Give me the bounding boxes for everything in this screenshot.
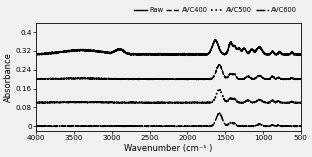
Raw <box>34 53 38 55</box>
AVC600 <box>86 126 90 128</box>
AVC600 <box>192 125 195 127</box>
Line: AVC400: AVC400 <box>36 65 301 80</box>
AVC600 <box>34 125 38 127</box>
X-axis label: Wavenumber (cm⁻¹ ): Wavenumber (cm⁻¹ ) <box>124 144 213 153</box>
AVC400 <box>217 64 221 66</box>
AVC500 <box>299 102 303 104</box>
AVC500 <box>34 101 38 103</box>
AVC400 <box>279 78 282 80</box>
AVC600 <box>90 125 93 127</box>
AVC600 <box>279 125 282 127</box>
Raw <box>279 52 282 54</box>
AVC600 <box>130 125 134 127</box>
AVC500 <box>192 102 195 104</box>
Legend: Raw, AVC400, AVC500, AVC600: Raw, AVC400, AVC500, AVC600 <box>133 6 298 14</box>
AVC400 <box>159 78 163 80</box>
AVC600 <box>202 125 206 127</box>
Y-axis label: Absorbance: Absorbance <box>4 52 13 102</box>
AVC500 <box>130 101 134 103</box>
AVC500 <box>125 102 129 104</box>
AVC400 <box>90 78 93 80</box>
AVC600 <box>299 125 303 127</box>
Raw <box>213 39 217 41</box>
Raw <box>90 50 93 51</box>
AVC600 <box>217 112 221 114</box>
AVC400 <box>196 79 200 81</box>
Raw <box>159 53 163 55</box>
AVC400 <box>202 78 206 80</box>
Line: Raw: Raw <box>36 40 301 55</box>
Line: AVC600: AVC600 <box>36 113 301 127</box>
Line: AVC500: AVC500 <box>36 89 301 103</box>
Raw <box>299 54 303 55</box>
AVC500 <box>217 88 221 90</box>
AVC600 <box>159 125 163 127</box>
AVC400 <box>130 78 134 80</box>
Raw <box>130 54 134 56</box>
AVC500 <box>159 102 163 103</box>
AVC500 <box>202 102 206 104</box>
AVC500 <box>279 101 282 103</box>
AVC400 <box>299 78 303 80</box>
Raw <box>202 54 206 56</box>
AVC500 <box>90 101 93 103</box>
Raw <box>188 54 191 56</box>
AVC400 <box>34 78 38 80</box>
Raw <box>192 53 195 55</box>
AVC400 <box>191 78 195 80</box>
